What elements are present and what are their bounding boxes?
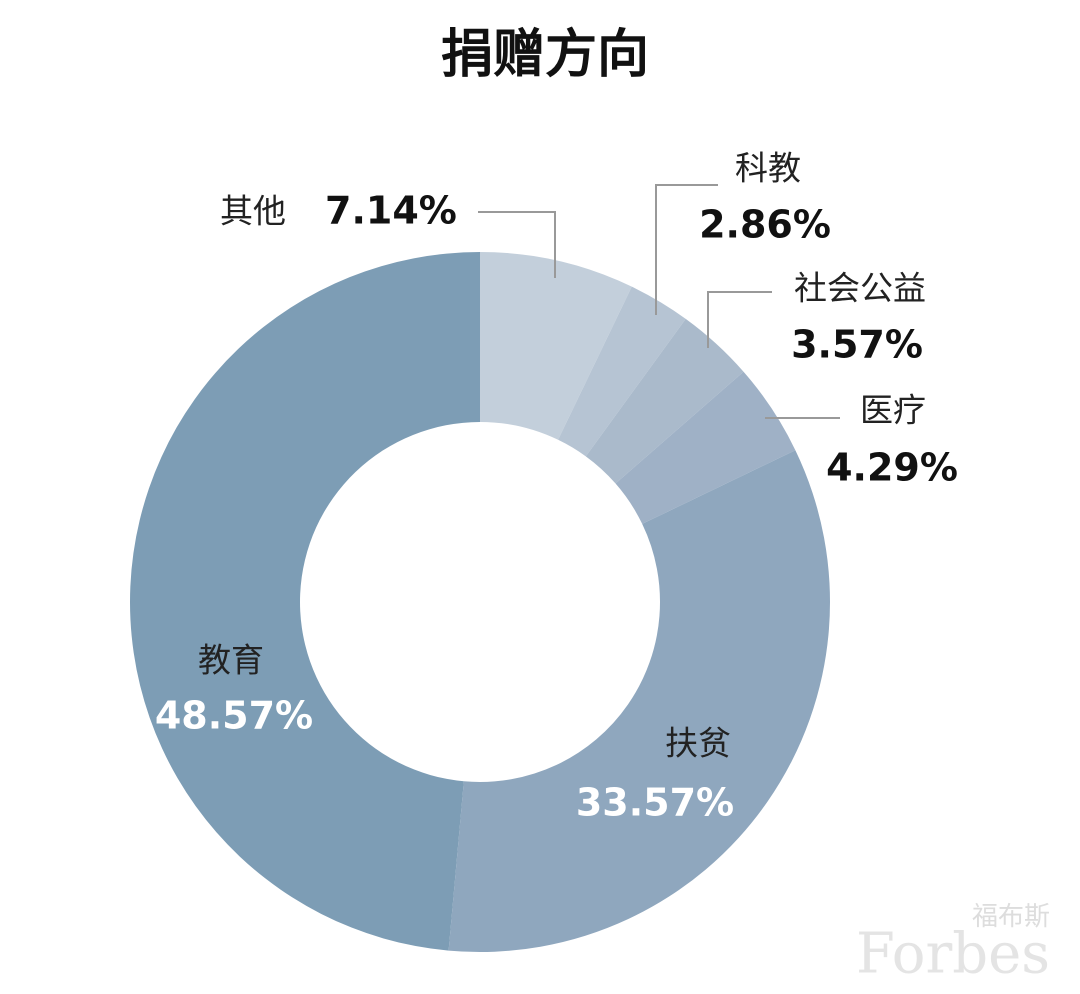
- donut-slice: [448, 450, 830, 952]
- slice-label: 扶贫: [665, 724, 731, 763]
- value-label: 48.57%: [155, 694, 313, 738]
- value-label: 7.14%: [325, 189, 457, 233]
- value-label: 3.57%: [791, 323, 923, 367]
- donut-slice: [130, 252, 481, 951]
- value-label: 4.29%: [826, 446, 958, 490]
- donut-slice: [615, 371, 796, 524]
- donut-slice: [480, 252, 632, 440]
- chart-title: 捐赠方向: [441, 25, 649, 85]
- donut-slice: [585, 318, 744, 484]
- donut-slice: [558, 286, 686, 457]
- leader-line: [655, 184, 718, 315]
- leader-line: [707, 291, 772, 348]
- slice-label: 其他: [220, 192, 286, 231]
- slice-label: 社会公益: [794, 269, 926, 308]
- slice-label: 教育: [198, 641, 264, 680]
- slice-label: 医疗: [860, 391, 926, 430]
- leader-line: [478, 211, 556, 278]
- leader-lines: [478, 184, 840, 419]
- value-label: 33.57%: [576, 781, 734, 825]
- slice-label: 科教: [735, 149, 801, 188]
- watermark-en: Forbes: [856, 922, 1050, 987]
- watermark-cn: 福布斯: [972, 902, 1050, 932]
- value-label: 2.86%: [699, 203, 831, 247]
